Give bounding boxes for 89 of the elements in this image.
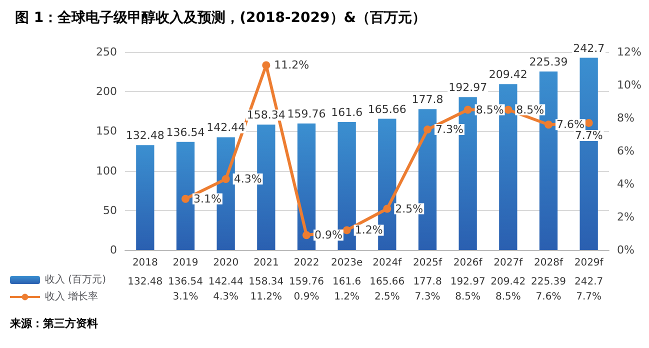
y2-tick-label: 8%	[617, 112, 634, 124]
text: 209.42	[488, 68, 528, 82]
x-tick-label: 2026f	[453, 258, 483, 268]
y-tick-label: 200	[96, 85, 117, 98]
data-label: 4.3%	[213, 292, 239, 302]
y-tick-label: 0	[110, 244, 117, 256]
y2-tick-label: 4%	[617, 178, 634, 190]
point	[383, 204, 392, 213]
data-label: 132.48	[128, 276, 163, 288]
x-tick-label: 2029f	[574, 258, 604, 268]
y-tick-label: 150	[96, 124, 117, 138]
y2-tick-label: 12%	[617, 46, 642, 58]
data-label: 225.39	[531, 276, 566, 288]
point	[342, 226, 351, 234]
text: 7.6%	[556, 118, 584, 132]
bar	[176, 142, 195, 250]
x-tick-label: 2024f	[372, 258, 402, 268]
text: 132.48	[126, 129, 164, 142]
data-label: 8.5%	[455, 292, 481, 302]
text: 165.66	[368, 102, 406, 116]
text: 142.44	[206, 121, 246, 134]
bar	[136, 145, 154, 250]
point	[544, 120, 552, 129]
y-tick-label: 100	[96, 164, 117, 178]
data-label: 136.54	[168, 276, 203, 288]
y2-tick-label: 0%	[617, 244, 634, 256]
x-tick-label: 2023e	[331, 258, 363, 268]
text: 1.2%	[354, 224, 383, 237]
text: 136.54	[166, 126, 205, 139]
y-tick-label: 250	[96, 46, 117, 58]
point	[262, 61, 270, 70]
text: 2.5%	[395, 202, 424, 216]
point	[464, 106, 472, 114]
data-label: 3.1%	[172, 292, 198, 302]
text: 11.2%	[274, 58, 310, 72]
point	[182, 194, 190, 203]
text: 192.97	[448, 81, 488, 94]
text: 7.7%	[574, 128, 603, 142]
data-label: 11.2%	[250, 292, 282, 302]
text: 7.3%	[436, 123, 464, 136]
point	[504, 106, 512, 114]
data-label: 158.34	[248, 276, 284, 288]
data-label: 2.5%	[374, 292, 400, 302]
data-label: 165.66	[370, 276, 405, 288]
data-label: 7.7%	[576, 292, 602, 302]
x-tick-label: 2027f	[494, 258, 524, 268]
x-tick-label: 2022	[294, 258, 320, 268]
x-tick-label: 2025f	[413, 258, 442, 268]
point	[424, 126, 432, 134]
point	[302, 231, 310, 240]
text: 159.76	[287, 107, 326, 120]
text: 0.9%	[314, 228, 342, 242]
legend-label: 收入 增长率	[45, 290, 98, 302]
text: 161.6	[331, 106, 363, 120]
bar	[297, 123, 316, 250]
data-label: 7.3%	[414, 292, 440, 302]
x-tick-label: 2019	[172, 258, 198, 268]
data-label: 242.7	[574, 276, 604, 288]
text: 8.5%	[476, 103, 504, 116]
legend-label: 收入 (百万元)	[45, 274, 106, 286]
point	[584, 118, 593, 127]
data-label: 177.8	[413, 276, 442, 288]
text: 158.34	[246, 108, 286, 122]
point	[222, 175, 230, 184]
data-label: 8.5%	[495, 292, 521, 302]
chart-title: 图 1：全球电子级甲醇收入及预测，(2018-2029）&（百万元）	[15, 9, 426, 26]
text: 177.8	[412, 93, 444, 106]
text: 3.1%	[194, 192, 222, 206]
data-label: 142.44	[208, 276, 244, 288]
data-label: 161.6	[332, 276, 362, 288]
data-label: 0.9%	[294, 292, 320, 302]
y2-tick-label: 2%	[617, 210, 634, 224]
y2-tick-label: 6%	[617, 144, 634, 158]
text: 225.39	[529, 55, 568, 68]
text: 8.5%	[516, 103, 544, 116]
text: 242.7	[573, 42, 605, 55]
data-label: 192.97	[450, 276, 486, 288]
x-tick-label: 2018	[132, 258, 158, 268]
x-tick-label: 2021	[253, 258, 279, 268]
x-tick-label: 2020	[213, 258, 239, 268]
y2-tick-label: 10%	[617, 78, 642, 92]
y-tick-label: 50	[103, 204, 117, 217]
text: 4.3%	[234, 172, 262, 186]
x-tick-label: 2028f	[534, 258, 564, 268]
data-label: 209.42	[490, 276, 526, 288]
data-label: 7.6%	[536, 292, 562, 302]
data-label: 1.2%	[334, 292, 360, 302]
source-note: 来源：第三方资料	[9, 317, 98, 330]
data-label: 159.76	[289, 276, 324, 288]
